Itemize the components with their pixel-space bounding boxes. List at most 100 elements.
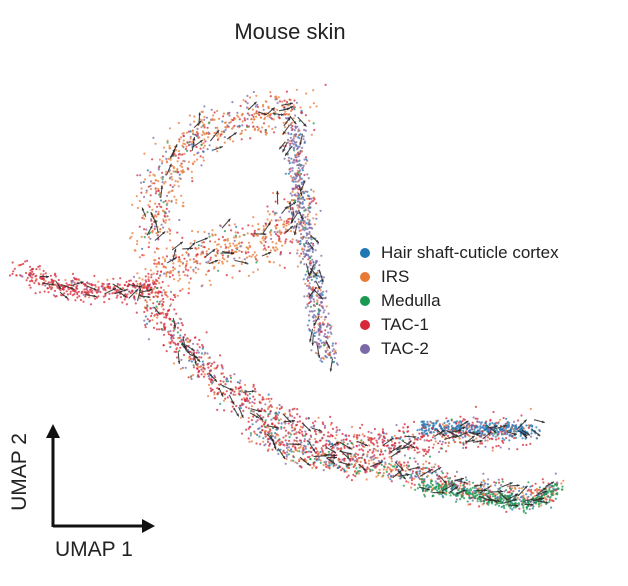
cell-point bbox=[322, 464, 325, 467]
cell-point bbox=[298, 173, 302, 176]
cell-point bbox=[219, 379, 222, 383]
cell-point bbox=[240, 241, 243, 244]
cell-point bbox=[169, 184, 172, 187]
cell-point bbox=[231, 101, 234, 104]
cell-point bbox=[231, 127, 234, 130]
cell-point bbox=[496, 496, 499, 499]
cell-point bbox=[321, 307, 325, 310]
cell-point bbox=[222, 380, 225, 383]
cell-point bbox=[205, 331, 208, 334]
cell-point bbox=[249, 137, 252, 140]
cell-point bbox=[450, 418, 453, 421]
cell-point bbox=[255, 115, 258, 118]
velocity-arrow bbox=[358, 463, 367, 472]
legend-item: IRS bbox=[360, 265, 559, 289]
cell-point bbox=[175, 198, 178, 201]
legend-item: Medulla bbox=[360, 289, 559, 313]
cell-point bbox=[304, 114, 307, 117]
cell-point bbox=[241, 120, 244, 123]
cell-point bbox=[177, 185, 180, 188]
cell-point bbox=[548, 500, 551, 503]
cell-point bbox=[422, 489, 425, 492]
cell-point bbox=[289, 170, 292, 173]
cell-point bbox=[283, 106, 286, 109]
cell-point bbox=[263, 244, 266, 247]
cell-point bbox=[418, 470, 421, 473]
cell-point bbox=[494, 503, 497, 506]
cell-point bbox=[226, 396, 229, 399]
cell-point bbox=[160, 199, 163, 202]
cell-point bbox=[268, 400, 271, 403]
cell-point bbox=[291, 121, 294, 124]
cell-point bbox=[146, 305, 149, 308]
cell-point bbox=[484, 482, 487, 485]
cell-point bbox=[488, 495, 491, 498]
cell-point bbox=[217, 238, 220, 241]
cell-point bbox=[345, 470, 348, 473]
cell-point bbox=[407, 481, 410, 484]
cell-point bbox=[396, 474, 399, 477]
cell-point bbox=[154, 291, 157, 294]
cell-point bbox=[35, 268, 38, 271]
cell-point bbox=[296, 186, 299, 189]
cell-point bbox=[331, 443, 334, 446]
cell-point bbox=[376, 445, 379, 448]
cell-point bbox=[303, 173, 306, 177]
velocity-arrow bbox=[299, 133, 304, 146]
cell-point bbox=[204, 351, 207, 354]
cell-point bbox=[319, 345, 322, 348]
velocity-arrow bbox=[154, 231, 166, 241]
cell-point bbox=[489, 419, 492, 422]
cell-point bbox=[125, 303, 128, 306]
cell-point bbox=[295, 144, 298, 147]
cell-point bbox=[252, 216, 255, 219]
cell-point bbox=[73, 276, 76, 279]
cell-point bbox=[275, 428, 278, 431]
cell-point bbox=[125, 280, 128, 284]
cell-point bbox=[196, 127, 199, 130]
velocity-arrow bbox=[226, 131, 238, 140]
cell-point bbox=[432, 446, 435, 449]
cell-point bbox=[167, 157, 170, 160]
cell-point bbox=[445, 432, 448, 435]
cell-point bbox=[297, 134, 300, 137]
cell-point bbox=[269, 410, 272, 413]
cell-point bbox=[390, 440, 393, 443]
cell-point bbox=[320, 430, 323, 434]
cell-point bbox=[322, 433, 325, 436]
cell-point bbox=[490, 432, 493, 435]
cell-point bbox=[146, 287, 149, 290]
cell-point bbox=[240, 262, 243, 266]
cell-point bbox=[505, 417, 508, 420]
cell-point bbox=[454, 500, 458, 503]
cell-point bbox=[448, 491, 451, 494]
cell-point bbox=[284, 242, 287, 245]
cell-point bbox=[279, 442, 282, 445]
cell-point bbox=[309, 236, 312, 239]
velocity-arrow bbox=[315, 280, 321, 290]
cell-point bbox=[312, 303, 315, 307]
cell-point bbox=[533, 495, 536, 498]
cell-point bbox=[454, 440, 457, 444]
cell-point bbox=[136, 282, 139, 285]
cell-point bbox=[376, 456, 379, 459]
cell-point bbox=[302, 448, 305, 452]
cell-point bbox=[180, 322, 183, 325]
cell-point bbox=[138, 256, 141, 259]
cell-point bbox=[504, 494, 507, 497]
cell-point bbox=[510, 492, 514, 495]
cell-point bbox=[298, 439, 301, 442]
cell-point bbox=[57, 278, 60, 282]
cell-point bbox=[162, 218, 165, 221]
cell-point bbox=[245, 406, 248, 409]
cell-point bbox=[274, 224, 277, 228]
cell-point bbox=[297, 136, 300, 139]
cell-point bbox=[179, 260, 182, 263]
cell-point bbox=[91, 284, 94, 287]
cell-point bbox=[290, 194, 294, 197]
cell-point bbox=[156, 314, 159, 317]
cell-point bbox=[306, 305, 309, 308]
cell-point bbox=[177, 343, 180, 346]
cell-point bbox=[183, 333, 187, 336]
cell-point bbox=[318, 431, 321, 434]
